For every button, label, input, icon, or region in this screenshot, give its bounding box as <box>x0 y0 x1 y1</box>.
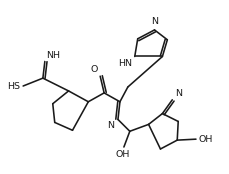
Text: O: O <box>91 65 98 74</box>
Text: N: N <box>107 121 114 130</box>
Text: HS: HS <box>7 81 20 90</box>
Text: HN: HN <box>118 60 132 68</box>
Text: NH: NH <box>46 52 60 60</box>
Text: OH: OH <box>116 150 130 159</box>
Text: N: N <box>175 89 182 98</box>
Text: OH: OH <box>199 135 213 144</box>
Text: N: N <box>151 17 158 26</box>
